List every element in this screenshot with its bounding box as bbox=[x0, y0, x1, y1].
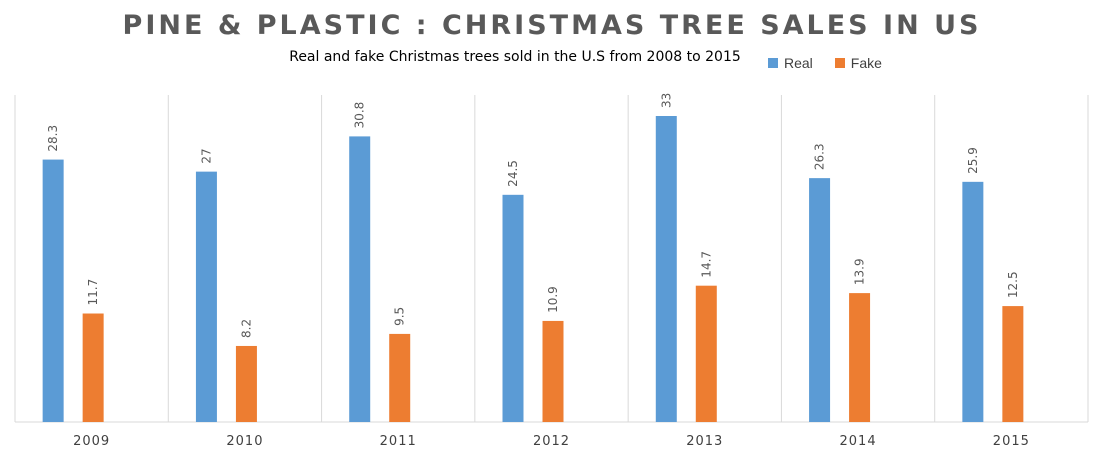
legend-swatch-real bbox=[768, 58, 778, 68]
legend-item-fake: Fake bbox=[834, 55, 882, 71]
bar-fake-2011 bbox=[389, 333, 411, 422]
x-tick-label: 2015 bbox=[993, 434, 1030, 449]
chart-title: PINE & PLASTIC : CHRISTMAS TREE SALES IN… bbox=[122, 10, 982, 41]
data-label-real-2009: 28.3 bbox=[46, 125, 60, 152]
data-label-fake-2014: 13.9 bbox=[853, 258, 867, 285]
data-label-real-2013: 33 bbox=[659, 93, 673, 108]
bar-real-2013 bbox=[655, 116, 677, 422]
bar-real-2009 bbox=[42, 159, 64, 422]
bar-fake-2015 bbox=[1002, 306, 1024, 422]
data-label-fake-2011: 9.5 bbox=[393, 307, 407, 326]
data-label-real-2011: 30.8 bbox=[353, 102, 367, 129]
data-label-real-2014: 26.3 bbox=[813, 143, 827, 170]
data-label-real-2012: 24.5 bbox=[506, 160, 520, 187]
bar-real-2012 bbox=[502, 194, 524, 422]
x-tick-label: 2013 bbox=[686, 434, 723, 449]
legend-label-fake: Fake bbox=[850, 55, 882, 71]
bar-fake-2012 bbox=[542, 320, 564, 422]
x-tick-label: 2010 bbox=[226, 434, 263, 449]
data-label-real-2015: 25.9 bbox=[966, 147, 980, 174]
bar-real-2011 bbox=[349, 136, 371, 422]
data-label-fake-2012: 10.9 bbox=[546, 286, 560, 313]
bar-fake-2013 bbox=[695, 285, 717, 422]
bar-real-2015 bbox=[962, 181, 984, 422]
x-tick-label: 2014 bbox=[840, 434, 877, 449]
legend: Real Fake bbox=[768, 55, 882, 71]
data-label-fake-2015: 12.5 bbox=[1006, 271, 1020, 298]
bar-real-2014 bbox=[809, 178, 831, 422]
x-tick-label: 2012 bbox=[533, 434, 570, 449]
legend-label-real: Real bbox=[784, 55, 813, 71]
bar-fake-2010 bbox=[235, 345, 257, 422]
data-label-real-2010: 27 bbox=[199, 148, 213, 163]
x-tick-label: 2011 bbox=[380, 434, 417, 449]
x-tick-label: 2009 bbox=[73, 434, 110, 449]
bar-fake-2009 bbox=[82, 313, 104, 422]
data-label-fake-2013: 14.7 bbox=[699, 251, 713, 278]
bar-real-2010 bbox=[195, 171, 217, 422]
legend-item-real: Real bbox=[768, 55, 813, 71]
data-label-fake-2009: 11.7 bbox=[86, 279, 100, 306]
data-label-fake-2010: 8.2 bbox=[239, 319, 253, 338]
chart-subtitle: Real and fake Christmas trees sold in th… bbox=[289, 49, 741, 65]
legend-swatch-fake bbox=[834, 58, 845, 68]
bar-fake-2014 bbox=[849, 293, 871, 422]
